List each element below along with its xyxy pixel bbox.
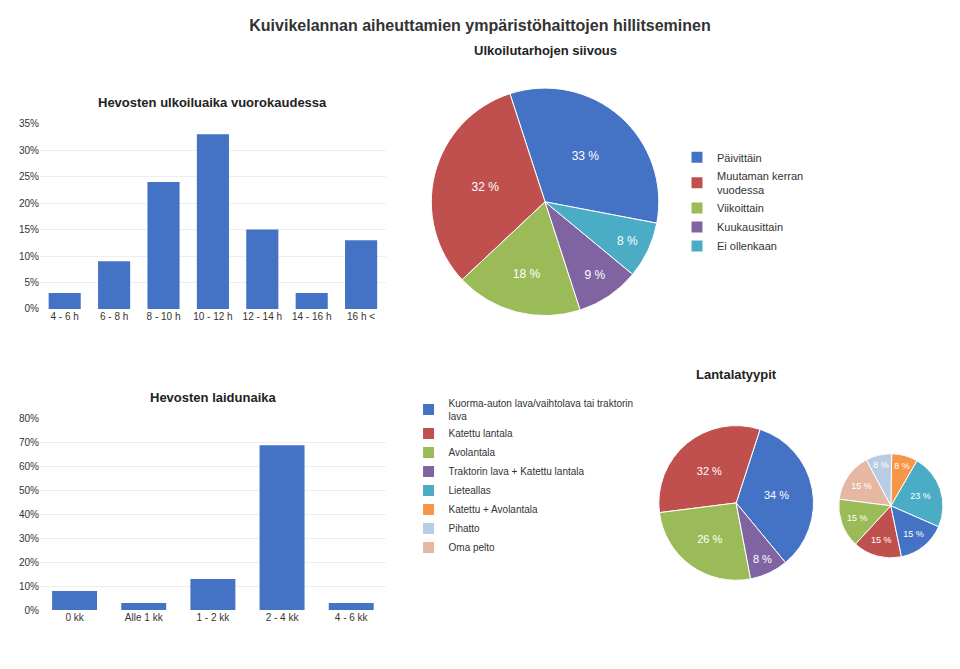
svg-text:Oma pelto: Oma pelto bbox=[449, 542, 496, 553]
svg-text:15 %: 15 % bbox=[871, 535, 892, 545]
svg-text:15%: 15% bbox=[19, 224, 39, 235]
svg-text:4 - 6 h: 4 - 6 h bbox=[51, 311, 79, 322]
svg-text:8 %: 8 % bbox=[873, 460, 889, 470]
svg-text:50%: 50% bbox=[19, 485, 39, 496]
svg-text:8 %: 8 % bbox=[894, 461, 910, 471]
svg-text:Viikoittain: Viikoittain bbox=[717, 202, 764, 214]
svg-text:18 %: 18 % bbox=[513, 267, 541, 281]
svg-text:8 - 10 h: 8 - 10 h bbox=[147, 311, 181, 322]
svg-text:8 %: 8 % bbox=[753, 553, 772, 565]
svg-text:32 %: 32 % bbox=[697, 465, 722, 477]
svg-text:34 %: 34 % bbox=[764, 489, 789, 501]
svg-text:15 %: 15 % bbox=[847, 513, 868, 523]
svg-text:Traktorin lava + Katettu lanta: Traktorin lava + Katettu lantala bbox=[449, 466, 585, 477]
svg-text:8 %: 8 % bbox=[617, 234, 638, 248]
svg-text:Hevosten laidunaika: Hevosten laidunaika bbox=[150, 390, 276, 405]
svg-text:Ei ollenkaan: Ei ollenkaan bbox=[717, 240, 777, 252]
svg-text:Alle 1 kk: Alle 1 kk bbox=[125, 612, 164, 623]
svg-text:Katettu lantala: Katettu lantala bbox=[449, 428, 513, 439]
svg-text:Muutaman kerranvuodessa: Muutaman kerranvuodessa bbox=[717, 170, 803, 196]
svg-text:20%: 20% bbox=[19, 557, 39, 568]
svg-text:1 - 2 kk: 1 - 2 kk bbox=[197, 612, 231, 623]
svg-text:Lantalatyypit: Lantalatyypit bbox=[696, 367, 777, 382]
svg-text:9 %: 9 % bbox=[585, 268, 606, 282]
svg-text:5%: 5% bbox=[25, 277, 40, 288]
svg-text:20%: 20% bbox=[19, 198, 39, 209]
svg-text:60%: 60% bbox=[19, 461, 39, 472]
svg-text:80%: 80% bbox=[19, 413, 39, 424]
svg-text:Kuukausittain: Kuukausittain bbox=[717, 221, 783, 233]
svg-text:16 h <: 16 h < bbox=[347, 311, 375, 322]
svg-text:12 - 14 h: 12 - 14 h bbox=[243, 311, 282, 322]
svg-text:Pihatto: Pihatto bbox=[449, 523, 481, 534]
svg-text:30%: 30% bbox=[19, 533, 39, 544]
svg-text:0%: 0% bbox=[25, 605, 40, 616]
svg-text:10%: 10% bbox=[19, 251, 39, 262]
svg-text:15 %: 15 % bbox=[903, 529, 924, 539]
svg-text:40%: 40% bbox=[19, 509, 39, 520]
svg-text:32 %: 32 % bbox=[471, 180, 499, 194]
svg-text:10 - 12 h: 10 - 12 h bbox=[193, 311, 232, 322]
svg-text:Lieteallas: Lieteallas bbox=[449, 485, 491, 496]
svg-text:Ulkoilutarhojen siivous: Ulkoilutarhojen siivous bbox=[474, 43, 617, 58]
svg-text:Hevosten ulkoiluaika vuorokaud: Hevosten ulkoiluaika vuorokaudessa bbox=[98, 95, 327, 110]
svg-text:4 - 6 kk: 4 - 6 kk bbox=[335, 612, 369, 623]
svg-text:70%: 70% bbox=[19, 437, 39, 448]
svg-text:26 %: 26 % bbox=[697, 533, 722, 545]
svg-text:Päivittäin: Päivittäin bbox=[717, 152, 762, 164]
svg-text:25%: 25% bbox=[19, 171, 39, 182]
svg-text:6 - 8 h: 6 - 8 h bbox=[100, 311, 128, 322]
svg-text:2 - 4 kk: 2 - 4 kk bbox=[266, 612, 300, 623]
svg-text:0%: 0% bbox=[25, 303, 40, 314]
svg-text:10%: 10% bbox=[19, 581, 39, 592]
svg-text:Kuorma-auton lava/vaihtolava t: Kuorma-auton lava/vaihtolava tai traktor… bbox=[449, 398, 634, 422]
svg-text:15 %: 15 % bbox=[851, 481, 872, 491]
svg-text:30%: 30% bbox=[19, 145, 39, 156]
svg-text:35%: 35% bbox=[19, 118, 39, 129]
svg-text:Avolantala: Avolantala bbox=[449, 447, 496, 458]
svg-text:33 %: 33 % bbox=[572, 149, 600, 163]
svg-text:Kuivikelannan aiheuttamien ymp: Kuivikelannan aiheuttamien ympäristöhait… bbox=[249, 17, 710, 34]
svg-text:0 kk: 0 kk bbox=[65, 612, 84, 623]
svg-text:23 %: 23 % bbox=[910, 491, 931, 501]
svg-text:Katettu + Avolantala: Katettu + Avolantala bbox=[449, 504, 538, 515]
svg-text:14 - 16 h: 14 - 16 h bbox=[292, 311, 331, 322]
